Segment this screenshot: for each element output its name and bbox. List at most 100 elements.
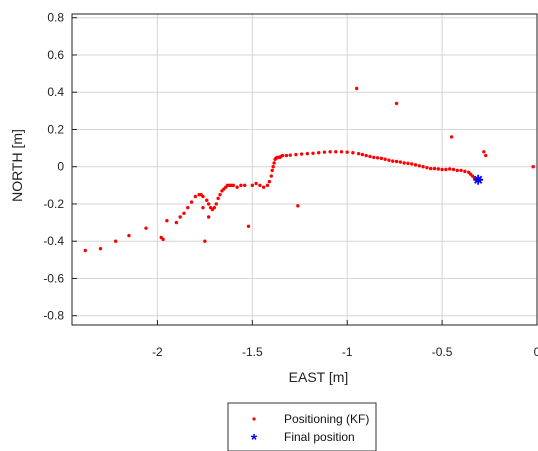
kf-point [203, 239, 207, 243]
kf-point [383, 157, 387, 161]
y-tick-label: -0.6 [43, 271, 64, 285]
kf-point [444, 167, 448, 172]
kf-point [212, 205, 217, 210]
kf-point [243, 183, 247, 188]
y-tick-label: 0 [57, 160, 64, 174]
grid [72, 14, 538, 325]
kf-point [98, 246, 103, 251]
kf-point [354, 86, 359, 91]
kf-point [193, 194, 198, 199]
kf-point [216, 196, 220, 201]
kf-point [161, 237, 165, 242]
kf-point [345, 150, 349, 154]
kf-point [391, 159, 395, 163]
kf-point [214, 202, 218, 206]
kf-point [182, 211, 186, 215]
kf-point [484, 153, 488, 158]
kf-point [447, 167, 452, 171]
kf-point [322, 150, 327, 154]
kf-point [265, 183, 270, 188]
kf-point [394, 101, 399, 106]
kf-point [294, 152, 298, 157]
kf-point [174, 220, 179, 225]
kf-point [463, 169, 467, 174]
kf-point [334, 150, 338, 154]
kf-point [83, 248, 87, 253]
kf-point [206, 202, 211, 206]
kf-point [246, 224, 251, 228]
kf-point [317, 151, 321, 155]
kf-point [186, 205, 190, 210]
y-tick-label: 0.4 [47, 85, 64, 99]
kf-point [231, 183, 236, 188]
kf-point [425, 165, 429, 170]
kf-point [201, 205, 205, 210]
kf-point [272, 161, 276, 165]
x-axis: -2 -1.5 -1 -0.5 0 [152, 320, 538, 359]
kf-point [339, 150, 344, 154]
kf-point [270, 168, 274, 173]
kf-point [144, 226, 148, 230]
legend-final-marker: * [251, 432, 258, 449]
kf-point [451, 167, 456, 172]
kf-point [280, 153, 285, 158]
x-axis-label: EAST [m] [289, 369, 349, 385]
legend-box [227, 402, 377, 451]
kf-point [413, 163, 418, 167]
kf-point [356, 151, 361, 156]
x-tick-label: 0 [534, 345, 538, 359]
y-tick-label: 0.2 [47, 122, 64, 136]
kf-point [267, 179, 272, 184]
x-tick-label: -2 [152, 345, 163, 359]
kf-point [299, 152, 304, 156]
y-tick-label: 0.8 [47, 11, 64, 25]
kf-point [387, 158, 391, 162]
kf-point [254, 181, 258, 186]
y-tick-label: -0.4 [43, 234, 64, 248]
kf-point [432, 166, 437, 171]
kf-point [296, 204, 300, 208]
kf-point [455, 168, 459, 173]
legend-kf-marker [252, 417, 256, 421]
legend: Positioning (KF) * Final position [227, 402, 377, 451]
kf-point [364, 153, 368, 158]
kf-point [239, 183, 243, 188]
kf-point [406, 161, 410, 166]
legend-kf-label: Positioning (KF) [284, 412, 369, 426]
y-tick-label: 0.6 [47, 48, 64, 62]
kf-point [351, 151, 355, 155]
kf-point [250, 183, 255, 188]
kf-point [328, 150, 332, 154]
y-axis: 0.8 0.6 0.4 0.2 0 -0.2 -0.4 -0.6 -0.8 [43, 11, 77, 323]
kf-point [394, 159, 399, 164]
kf-point [402, 161, 406, 165]
kf-point [311, 151, 315, 155]
kf-point [178, 215, 182, 219]
kf-point [482, 150, 486, 154]
kf-point [375, 156, 380, 160]
kf-point [410, 162, 414, 166]
kf-point [271, 165, 275, 169]
kf-point [531, 165, 535, 169]
legend-final-label: Final position [284, 430, 355, 444]
kf-point [288, 153, 292, 157]
kf-point [127, 233, 131, 238]
kf-point [429, 166, 433, 171]
kf-point [258, 183, 262, 188]
kf-point [113, 239, 118, 243]
kf-point [189, 200, 194, 204]
kf-point [459, 168, 463, 173]
kf-point [235, 185, 239, 189]
kf-point [201, 194, 205, 199]
kf-point [372, 155, 376, 160]
kf-point [379, 156, 384, 161]
kf-point [440, 167, 444, 172]
kf-point [284, 153, 289, 158]
kf-point [421, 165, 425, 169]
kf-point [205, 198, 209, 202]
kf-point [269, 174, 273, 178]
kf-point [436, 167, 441, 171]
kf-point [398, 160, 403, 164]
kf-point [206, 215, 211, 219]
